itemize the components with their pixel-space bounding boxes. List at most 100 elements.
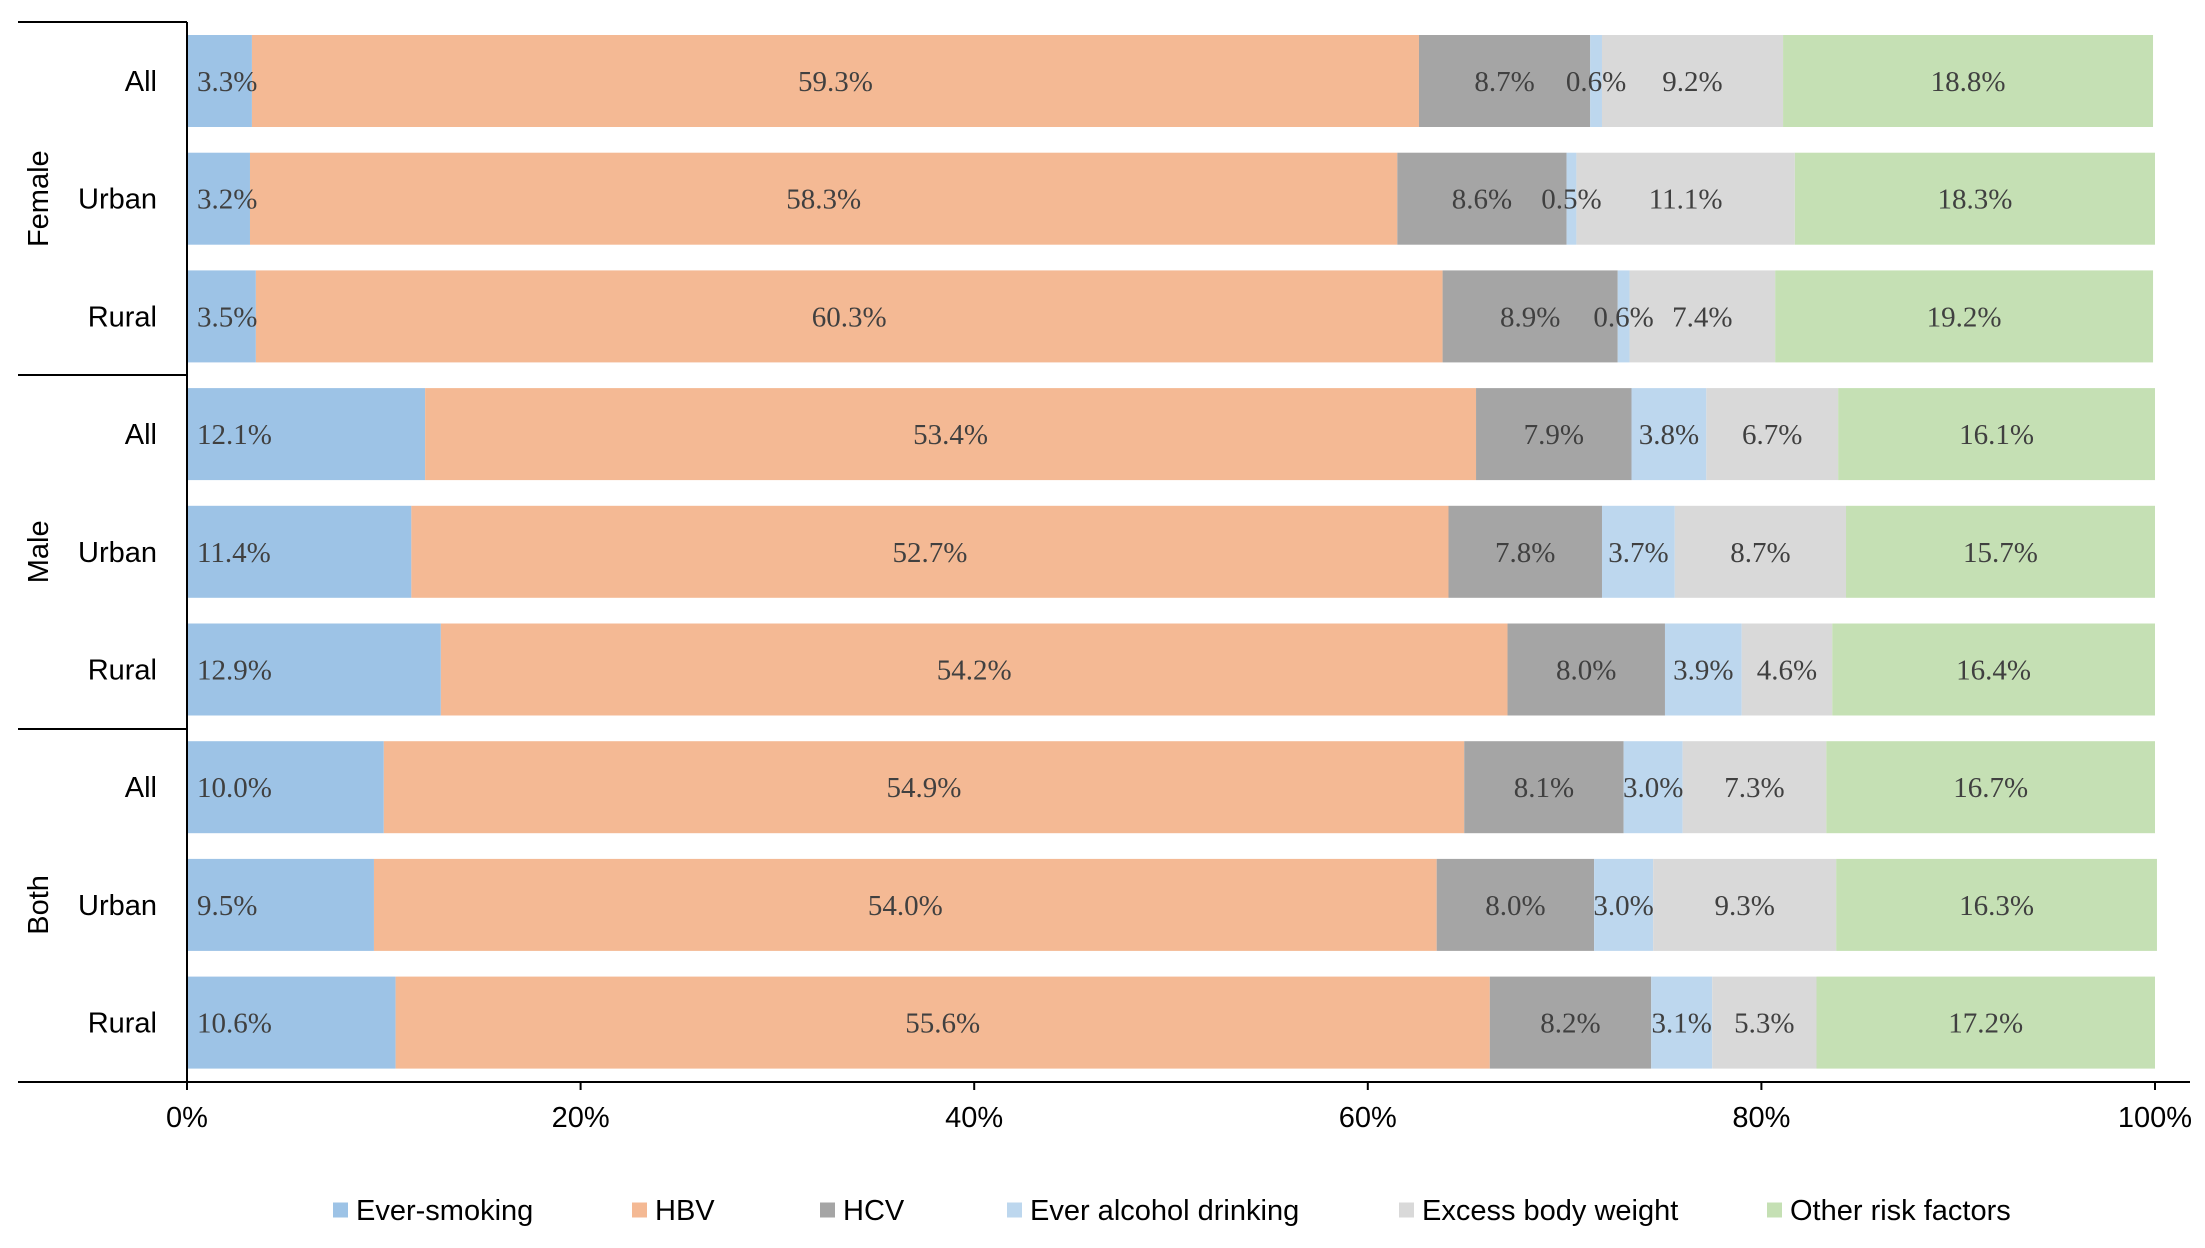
data-label-other-risk-factors-row-2: 18.3%	[1937, 184, 2012, 216]
data-label-other-risk-factors-row-1: 18.8%	[1931, 66, 2006, 98]
bar-segment-excess-body-weight-row-5	[1674, 505, 1847, 598]
bar-segment-hbv-row-1	[251, 35, 1419, 127]
data-label-hcv-row-4: 7.9%	[1524, 419, 1584, 451]
axes-layer: All Urban Rural All Urban Rural All Urban Rural F…	[18, 21, 2192, 1134]
data-label-ever-smoking-row-9: 10.6%	[197, 1008, 272, 1040]
category-label-row-3: Rural	[88, 301, 157, 333]
group-label-female: Female	[23, 150, 55, 247]
bar-segment-ever-smoking-row-8	[187, 858, 374, 951]
bar-segment-ever-smoking-row-1	[187, 35, 252, 127]
data-label-excess-body-weight-row-3: 7.4%	[1672, 301, 1732, 333]
bar-segment-other-risk-factors-row-2	[1794, 152, 2155, 245]
legend-label-ever-alcohol-drinking: Ever alcohol drinking	[1030, 1195, 1299, 1227]
data-label-other-risk-factors-row-5: 15.7%	[1963, 537, 2038, 569]
legend-swatch-other-risk-factors	[1767, 1202, 1782, 1218]
bar-segment-excess-body-weight-row-4	[1706, 388, 1839, 481]
bar-segment-excess-body-weight-row-7	[1682, 741, 1827, 834]
data-label-ever-smoking-row-7: 10.0%	[197, 772, 272, 804]
bar-segment-other-risk-factors-row-1	[1783, 35, 2154, 127]
bar-segment-excess-body-weight-row-9	[1712, 976, 1817, 1069]
bar-segment-ever-smoking-row-4	[187, 388, 426, 481]
bar-labels-layer: 3.3% 59.3% 8.7% 0.6% 9.2% 18.8% 3.2% 58.3% 8.6% 0…	[197, 66, 2038, 1040]
data-label-ever-smoking-row-6: 12.9%	[197, 655, 272, 687]
data-label-hcv-row-5: 7.8%	[1495, 537, 1555, 569]
data-label-other-risk-factors-row-9: 17.2%	[1948, 1008, 2023, 1040]
data-label-excess-body-weight-row-9: 5.3%	[1734, 1008, 1794, 1040]
bar-segment-hcv-row-8	[1436, 858, 1595, 951]
bar-segment-ever-alcohol-drinking-row-4	[1631, 388, 1707, 481]
category-label-row-2: Urban	[78, 184, 157, 216]
bar-segment-ever-alcohol-drinking-row-6	[1664, 623, 1742, 716]
category-label-row-6: Rural	[88, 655, 157, 687]
data-label-hcv-row-3: 8.9%	[1500, 301, 1560, 333]
bar-segment-ever-alcohol-drinking-row-9	[1651, 976, 1713, 1069]
bar-segment-hcv-row-3	[1442, 270, 1618, 363]
legend-label-hbv: HBV	[655, 1195, 715, 1227]
legend-swatch-excess-body-weight	[1399, 1202, 1414, 1218]
bar-segment-ever-alcohol-drinking-row-7	[1623, 741, 1683, 834]
category-label-row-8: Urban	[78, 890, 157, 922]
bar-segment-hcv-row-6	[1507, 623, 1665, 716]
data-label-ever-alcohol-drinking-row-6: 3.9%	[1673, 655, 1733, 687]
legend-label-hcv: HCV	[843, 1195, 905, 1227]
data-label-hbv-row-4: 53.4%	[913, 419, 988, 451]
bar-segment-excess-body-weight-row-8	[1653, 858, 1837, 951]
data-label-hcv-row-8: 8.0%	[1485, 890, 1545, 922]
data-label-hcv-row-1: 8.7%	[1474, 66, 1534, 98]
bar-segment-ever-alcohol-drinking-row-5	[1601, 505, 1675, 598]
x-tick-label-3: 40%	[945, 1102, 1003, 1134]
bar-segment-other-risk-factors-row-7	[1826, 741, 2155, 834]
bar-segment-hbv-row-6	[440, 623, 1508, 716]
bar-segment-hbv-row-8	[373, 858, 1437, 951]
data-label-other-risk-factors-row-3: 19.2%	[1927, 301, 2002, 333]
x-tick-label-1: 0%	[166, 1102, 208, 1134]
bar-segment-other-risk-factors-row-3	[1775, 270, 2154, 363]
data-label-hbv-row-6: 54.2%	[937, 655, 1012, 687]
bar-segment-other-risk-factors-row-5	[1846, 505, 2155, 598]
data-label-hcv-row-2: 8.6%	[1452, 184, 1512, 216]
x-tick-label-2: 20%	[552, 1102, 610, 1134]
bar-segment-ever-smoking-row-5	[187, 505, 412, 598]
bar-segment-other-risk-factors-row-8	[1836, 858, 2157, 951]
bar-segment-ever-alcohol-drinking-row-2	[1566, 152, 1577, 245]
data-label-ever-alcohol-drinking-row-5: 3.7%	[1608, 537, 1668, 569]
legend-swatch-hcv	[820, 1202, 835, 1218]
bar-segment-hbv-row-9	[395, 976, 1490, 1069]
bar-segment-other-risk-factors-row-4	[1838, 388, 2155, 481]
data-label-excess-body-weight-row-1: 9.2%	[1662, 66, 1722, 98]
bar-segment-excess-body-weight-row-2	[1576, 152, 1795, 245]
x-tick-label-6: 100%	[2118, 1102, 2192, 1134]
data-label-excess-body-weight-row-7: 7.3%	[1724, 772, 1784, 804]
bar-segment-excess-body-weight-row-6	[1741, 623, 1833, 716]
legend-label-other-risk-factors: Other risk factors	[1790, 1195, 2011, 1227]
category-label-row-1: All	[125, 66, 157, 98]
bar-segment-ever-smoking-row-2	[187, 152, 250, 245]
bar-segment-ever-alcohol-drinking-row-3	[1617, 270, 1630, 363]
legend: Ever-smoking HBV HCV Ever alcohol drinking E…	[333, 1195, 2011, 1227]
data-label-ever-alcohol-drinking-row-3: 0.6%	[1593, 301, 1653, 333]
data-label-ever-smoking-row-2: 3.2%	[197, 184, 257, 216]
bar-segment-hcv-row-4	[1476, 388, 1632, 481]
legend-label-ever-smoking: Ever-smoking	[356, 1195, 533, 1227]
bar-segment-hbv-row-5	[411, 505, 1449, 598]
data-label-other-risk-factors-row-6: 16.4%	[1956, 655, 2031, 687]
data-label-hbv-row-1: 59.3%	[798, 66, 873, 98]
legend-swatch-ever-alcohol-drinking	[1007, 1202, 1022, 1218]
bar-segment-ever-alcohol-drinking-row-8	[1594, 858, 1654, 951]
bar-segment-ever-smoking-row-9	[187, 976, 396, 1069]
data-label-hbv-row-3: 60.3%	[812, 301, 887, 333]
x-tick-label-5: 80%	[1732, 1102, 1790, 1134]
data-label-hcv-row-7: 8.1%	[1514, 772, 1574, 804]
data-label-other-risk-factors-row-7: 16.7%	[1953, 772, 2028, 804]
data-label-ever-alcohol-drinking-row-8: 3.0%	[1593, 890, 1653, 922]
category-label-row-4: All	[125, 419, 157, 451]
bar-segment-hcv-row-7	[1464, 741, 1624, 834]
data-label-ever-alcohol-drinking-row-4: 3.8%	[1639, 419, 1699, 451]
category-label-row-5: Urban	[78, 537, 157, 569]
data-label-ever-alcohol-drinking-row-9: 3.1%	[1651, 1008, 1711, 1040]
bar-segment-other-risk-factors-row-9	[1816, 976, 2155, 1069]
data-label-hbv-row-8: 54.0%	[868, 890, 943, 922]
bar-segment-hcv-row-9	[1489, 976, 1652, 1069]
